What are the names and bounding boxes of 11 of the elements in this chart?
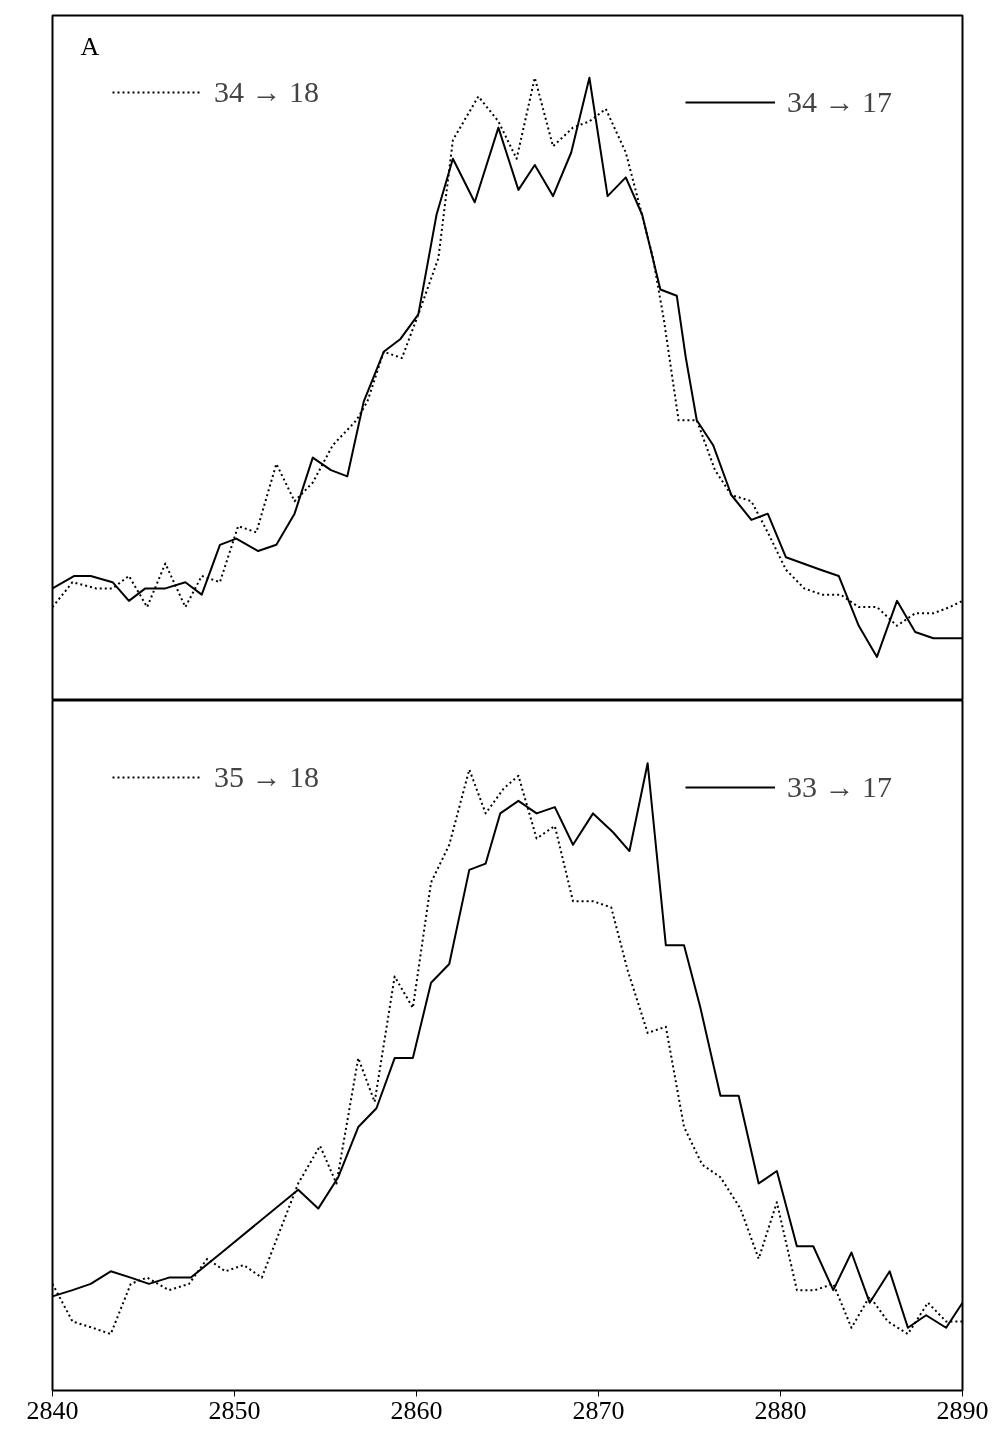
legend-label: 34 → 17 xyxy=(787,85,892,119)
legend-label: 35 → 18 xyxy=(214,760,319,794)
x-tick-label: 2860 xyxy=(390,1395,443,1425)
legend-label: 34 → 18 xyxy=(214,75,319,109)
legend-label: 33 → 17 xyxy=(787,770,892,804)
text: A xyxy=(80,31,100,61)
x-tick-label: 2870 xyxy=(572,1395,625,1425)
x-tick-label: 2850 xyxy=(208,1395,261,1425)
x-tick-label: 2890 xyxy=(936,1395,989,1425)
x-tick-label: 2840 xyxy=(26,1395,79,1425)
x-tick-label: 2880 xyxy=(754,1395,807,1425)
